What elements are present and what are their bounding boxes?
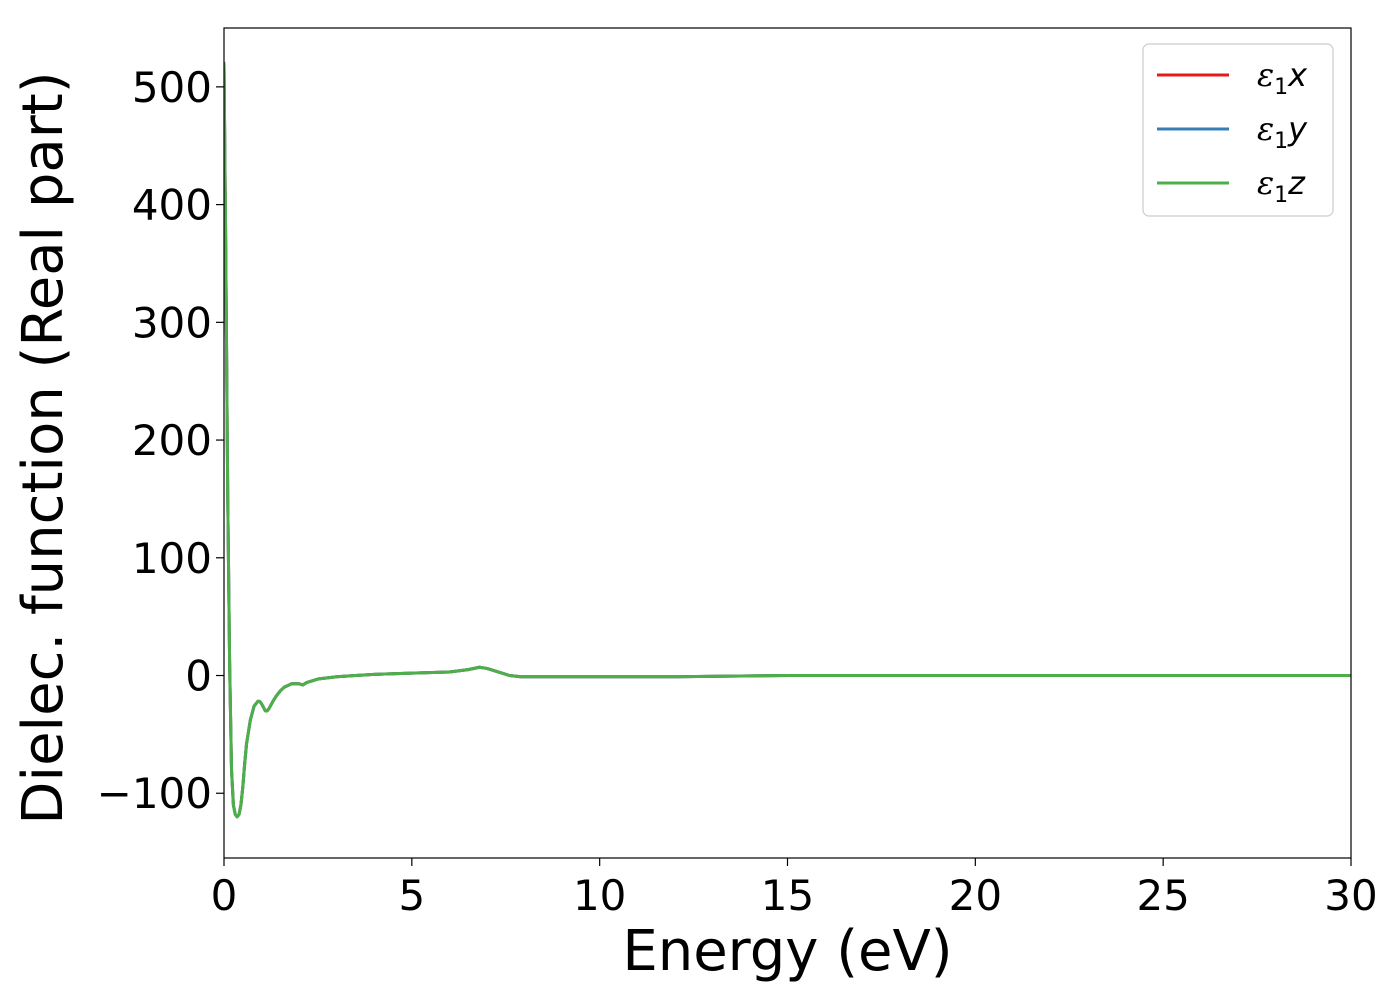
legend-label: ε1x: [1257, 56, 1308, 100]
series-line-3: [224, 61, 1351, 819]
x-tick-label: 30: [1324, 871, 1377, 920]
x-axis-ticks: 0 5 10 15 20 25 30: [211, 858, 1378, 920]
y-axis-ticks: −100 0 100 200 300 400 500: [97, 63, 224, 818]
y-tick-label: 300: [132, 298, 212, 347]
series-layer: [224, 61, 1351, 819]
x-tick-label: 10: [573, 871, 626, 920]
y-tick-label: −100: [97, 769, 212, 818]
y-tick-label: 0: [185, 652, 212, 701]
y-tick-label: 400: [132, 181, 212, 230]
y-axis-label: Dielec. function (Real part): [11, 71, 76, 824]
x-tick-label: 25: [1136, 871, 1189, 920]
x-axis-label: Energy (eV): [622, 919, 952, 984]
legend: ε1x ε1y ε1z: [1142, 43, 1334, 217]
x-tick-label: 15: [761, 871, 814, 920]
x-tick-label: 20: [949, 871, 1002, 920]
y-tick-label: 200: [132, 416, 212, 465]
y-tick-label: 500: [132, 63, 212, 112]
y-tick-label: 100: [132, 534, 212, 583]
x-tick-label: 5: [398, 871, 425, 920]
x-tick-label: 0: [211, 871, 238, 920]
legend-label: ε1y: [1257, 110, 1308, 154]
legend-label: ε1z: [1257, 164, 1306, 208]
legend-box: [1142, 43, 1334, 217]
